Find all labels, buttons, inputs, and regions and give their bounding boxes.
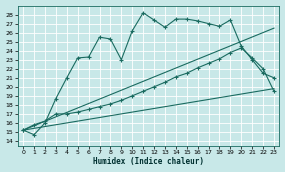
X-axis label: Humidex (Indice chaleur): Humidex (Indice chaleur) bbox=[93, 157, 204, 166]
